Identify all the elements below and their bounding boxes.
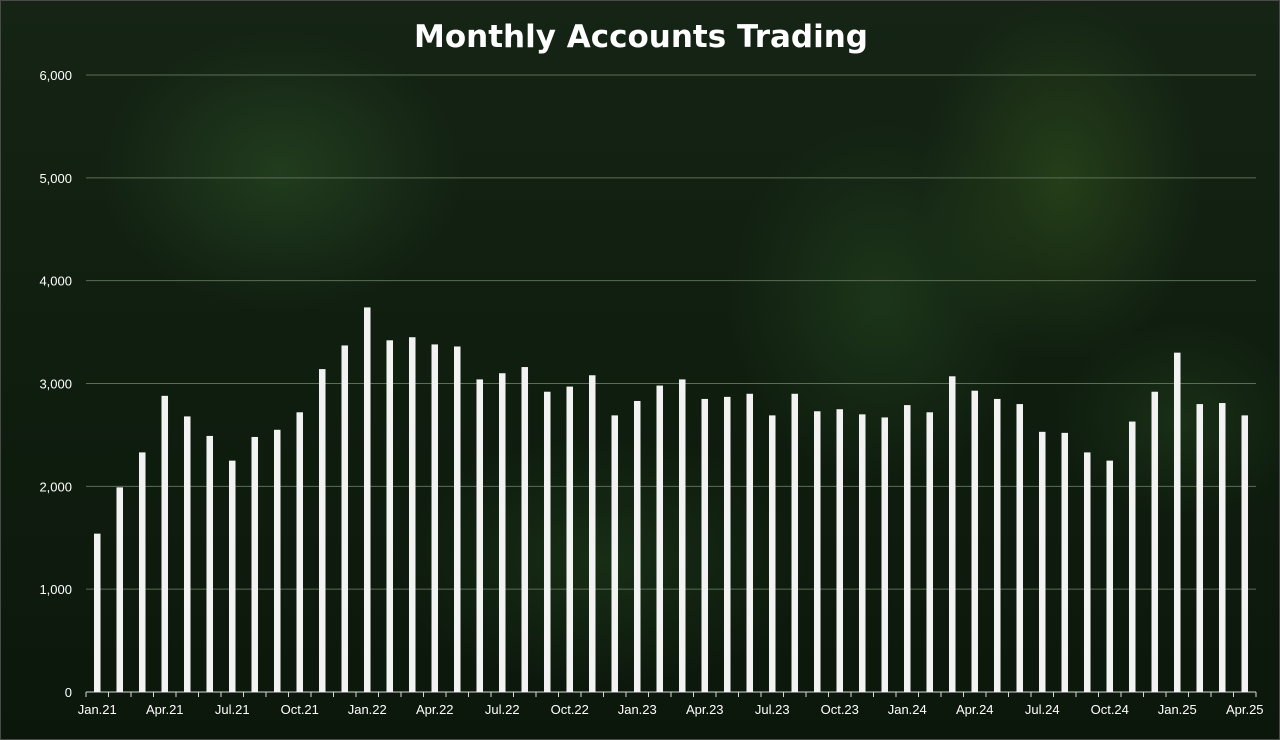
bar <box>813 411 821 692</box>
x-tick-label: Oct.23 <box>821 702 859 717</box>
x-tick-label: Jan.25 <box>1158 702 1197 717</box>
bar <box>903 405 911 692</box>
bar <box>341 345 349 692</box>
bar <box>656 385 664 692</box>
bar <box>1083 452 1091 692</box>
bar <box>161 395 169 692</box>
bar <box>948 376 956 692</box>
y-tick-label: 2,000 <box>39 479 72 494</box>
bar <box>476 379 484 692</box>
chart-title: Monthly Accounts Trading <box>414 19 868 55</box>
bar <box>1128 421 1136 692</box>
bar <box>611 415 619 692</box>
x-tick-label: Apr.22 <box>416 702 454 717</box>
bar <box>1061 432 1069 692</box>
x-tick-label: Jan.22 <box>348 702 387 717</box>
x-tick-label: Apr.21 <box>146 702 184 717</box>
bar <box>318 369 326 692</box>
y-tick-label: 0 <box>65 685 72 700</box>
bar <box>206 435 214 692</box>
x-tick-label: Jul.21 <box>215 702 250 717</box>
bar <box>543 391 551 692</box>
x-tick-label: Apr.23 <box>686 702 724 717</box>
bar <box>408 337 416 692</box>
bar <box>971 390 979 692</box>
x-tick-label: Jan.24 <box>888 702 927 717</box>
bar <box>386 340 394 692</box>
bar <box>138 452 146 692</box>
bar <box>93 533 101 692</box>
x-tick-label: Oct.24 <box>1091 702 1129 717</box>
bar <box>881 417 889 692</box>
y-tick-label: 1,000 <box>39 582 72 597</box>
bar <box>1241 415 1249 692</box>
bar <box>521 367 529 692</box>
y-tick-label: 5,000 <box>39 171 72 186</box>
x-tick-label: Apr.25 <box>1226 702 1264 717</box>
bar <box>926 412 934 692</box>
y-tick-label: 4,000 <box>39 274 72 289</box>
bar <box>363 307 371 692</box>
bar <box>993 398 1001 692</box>
x-tick-label: Oct.22 <box>551 702 589 717</box>
bar <box>723 396 731 692</box>
bar <box>678 379 686 692</box>
bar <box>791 393 799 692</box>
bar <box>116 487 124 692</box>
bar <box>1016 404 1024 692</box>
y-tick-label: 6,000 <box>39 68 72 83</box>
bar <box>273 429 281 692</box>
bar <box>746 393 754 692</box>
x-tick-label: Jul.23 <box>755 702 790 717</box>
bar <box>633 400 641 692</box>
bar <box>836 409 844 692</box>
x-tick-label: Jul.24 <box>1025 702 1060 717</box>
bar <box>1106 460 1114 693</box>
bar <box>1038 431 1046 692</box>
bar <box>701 398 709 692</box>
x-tick-label: Jan.21 <box>78 702 117 717</box>
bar <box>453 346 461 692</box>
x-tick-label: Apr.24 <box>956 702 994 717</box>
bar <box>588 375 596 692</box>
x-tick-label: Jan.23 <box>618 702 657 717</box>
bar <box>296 412 304 692</box>
bar <box>183 416 191 692</box>
bar <box>431 344 439 692</box>
bar <box>1173 352 1181 692</box>
bar <box>1151 391 1159 692</box>
bar <box>768 415 776 692</box>
x-tick-label: Oct.21 <box>281 702 319 717</box>
bar <box>1196 404 1204 692</box>
bar <box>566 386 574 692</box>
bar <box>858 414 866 692</box>
x-tick-label: Jul.22 <box>485 702 520 717</box>
bar <box>228 460 236 693</box>
bar <box>251 436 259 692</box>
y-tick-label: 3,000 <box>39 377 72 392</box>
bar <box>498 373 506 692</box>
bar <box>1218 403 1226 692</box>
